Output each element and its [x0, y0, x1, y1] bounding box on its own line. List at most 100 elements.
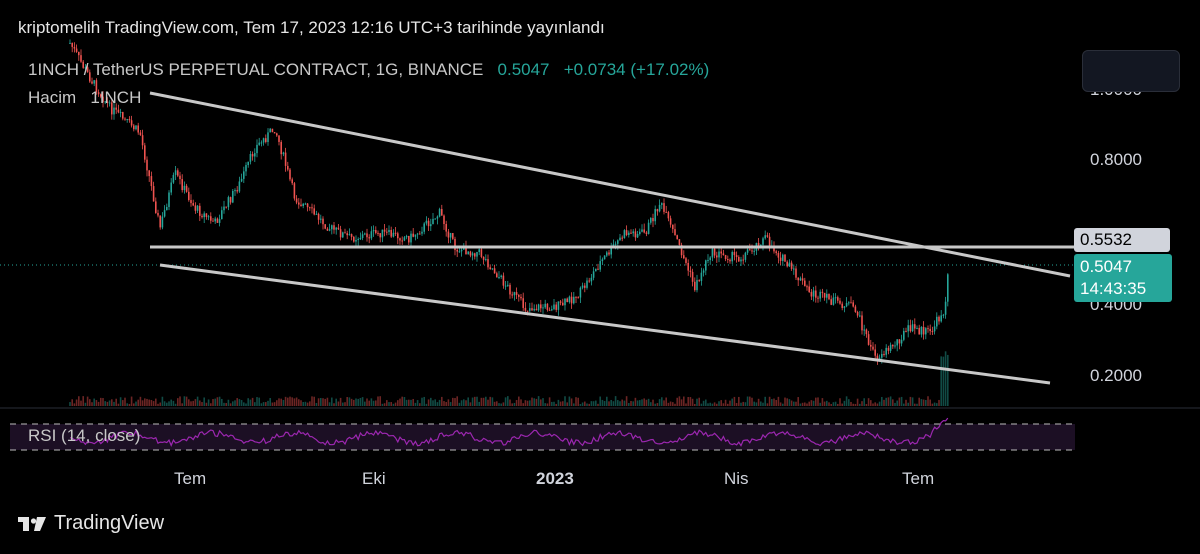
candle-body	[333, 225, 335, 230]
volume-bar	[920, 399, 923, 406]
candle-body	[188, 191, 190, 201]
volume-bar	[282, 399, 285, 406]
volume-bar	[313, 396, 315, 406]
volume-bar	[218, 396, 221, 406]
candle-body	[89, 72, 91, 82]
candle-body	[324, 224, 326, 229]
candle-body	[665, 211, 667, 213]
candle-body	[612, 244, 615, 246]
volume-bar	[839, 398, 841, 406]
volume-bar	[672, 402, 674, 406]
candle-body	[788, 262, 791, 267]
candle-body	[328, 229, 331, 231]
volume-bar	[564, 396, 566, 406]
candle-body	[172, 174, 175, 183]
volume-legend[interactable]: Hacim 1INCH	[28, 88, 141, 108]
volume-bar	[284, 396, 287, 406]
volume-bar	[254, 402, 256, 406]
candle-body	[394, 232, 397, 234]
volume-symbol: 1INCH	[90, 88, 142, 107]
candle-body	[786, 261, 788, 267]
candle-body	[249, 154, 252, 162]
volume-bar	[650, 402, 652, 406]
volume-bar	[397, 400, 399, 406]
volume-bar	[900, 396, 903, 406]
candle-body	[445, 224, 447, 232]
candle-body	[909, 325, 912, 332]
volume-bar	[608, 401, 610, 406]
volume-bar	[260, 403, 263, 406]
candle-body	[619, 237, 621, 241]
volume-bar	[159, 402, 161, 406]
volume-bar	[790, 400, 793, 406]
volume-bar	[720, 400, 722, 406]
symbol-legend[interactable]: 1INCH / TetherUS PERPETUAL CONTRACT, 1G,…	[28, 60, 709, 80]
volume-bar	[834, 401, 837, 406]
volume-bar	[324, 398, 326, 406]
candle-body	[383, 229, 386, 232]
candle-body	[872, 346, 874, 350]
candle-body	[672, 224, 674, 230]
volume-bar	[379, 396, 381, 406]
candle-body	[342, 232, 344, 238]
volume-bar	[496, 401, 498, 406]
volume-bar	[768, 396, 771, 406]
candle-body	[689, 270, 692, 272]
candle-body	[166, 207, 168, 211]
volume-bar	[562, 401, 564, 406]
volume-bar	[245, 403, 247, 406]
volume-bar	[881, 396, 883, 406]
candle-body	[368, 237, 370, 239]
volume-bar	[716, 403, 718, 406]
volume-bar	[575, 397, 577, 406]
candle-body	[397, 233, 399, 239]
volume-bar	[240, 400, 243, 406]
volume-bar	[124, 397, 126, 406]
lower-trendline[interactable]	[159, 263, 1051, 385]
volume-bar	[731, 398, 733, 406]
candle-body	[421, 231, 423, 234]
volume-bar	[192, 400, 194, 406]
toolbar-box[interactable]	[1082, 50, 1180, 92]
volume-bar	[249, 399, 252, 406]
volume-bar	[597, 403, 599, 406]
candle-body	[91, 81, 93, 84]
volume-bar	[350, 398, 353, 406]
volume-bar	[419, 403, 421, 406]
candle-body	[595, 268, 597, 272]
volume-bar	[762, 402, 764, 406]
volume-bar	[595, 400, 597, 406]
candle-body	[841, 303, 843, 308]
candle-body	[817, 297, 819, 299]
volume-bar	[685, 403, 687, 406]
upper-trendline[interactable]	[149, 91, 1071, 278]
rsi-legend[interactable]: RSI (14, close)	[28, 426, 141, 445]
candle-body	[632, 231, 634, 234]
candle-body	[801, 278, 804, 281]
volume-bar	[328, 402, 331, 406]
candle-body	[372, 230, 375, 232]
volume-bar	[905, 399, 907, 406]
candle-body	[390, 229, 392, 237]
candle-body	[566, 298, 568, 303]
volume-bar	[806, 403, 808, 406]
volume-bar	[163, 401, 166, 406]
candle-body	[346, 233, 348, 236]
candle-body	[568, 296, 571, 303]
candle-body	[104, 101, 106, 103]
volume-bar	[108, 400, 111, 406]
volume-bar	[667, 402, 670, 406]
volume-bar	[658, 399, 661, 406]
footer-brand[interactable]: TradingView	[18, 512, 164, 535]
candle-body	[542, 307, 544, 309]
symbol-title[interactable]: 1INCH / TetherUS PERPETUAL CONTRACT, 1G,…	[28, 60, 484, 79]
volume-bar	[326, 397, 329, 406]
volume-bar	[870, 400, 872, 406]
volume-bar	[491, 397, 494, 406]
volume-bar	[766, 403, 769, 406]
volume-bar	[251, 397, 254, 406]
candle-body	[669, 218, 672, 225]
candle-body	[634, 231, 637, 238]
